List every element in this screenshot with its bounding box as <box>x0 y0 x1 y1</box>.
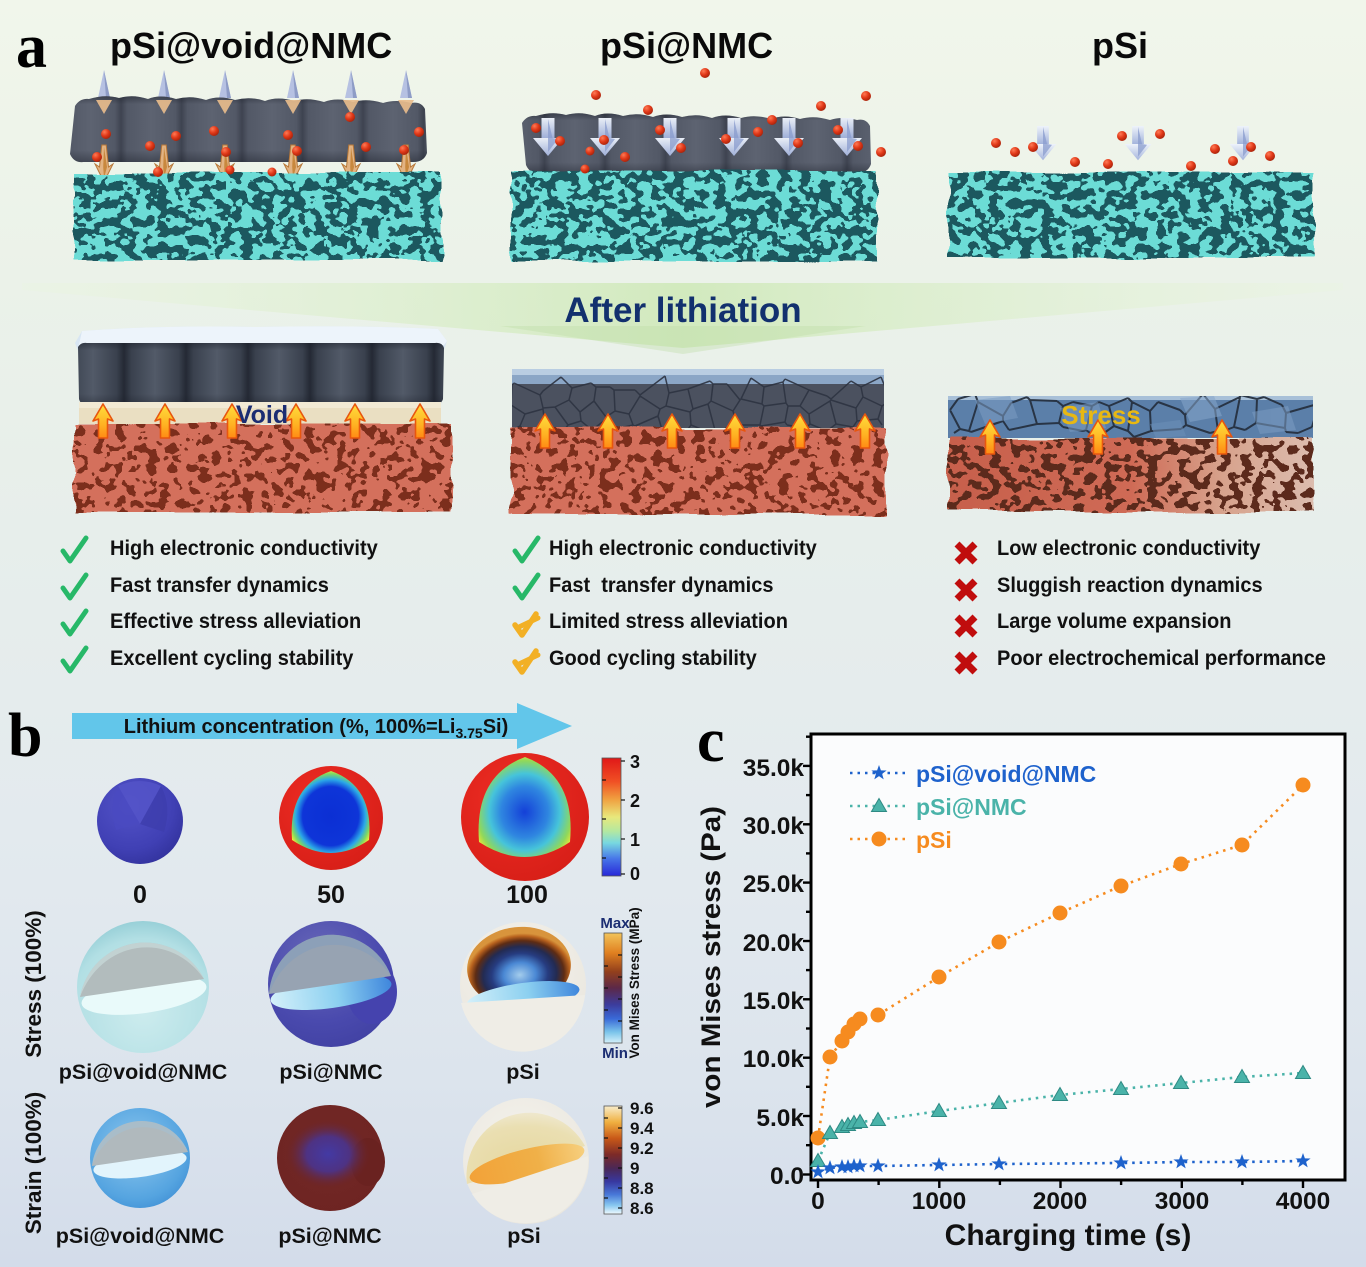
svg-text:von Mises stress (Pa): von Mises stress (Pa) <box>696 806 726 1108</box>
svg-text:Stress: Stress <box>1061 400 1141 430</box>
svg-text:pSi: pSi <box>507 1224 540 1248</box>
svg-text:0.0: 0.0 <box>770 1163 804 1190</box>
svg-text:Max: Max <box>600 915 630 932</box>
svg-text:pSi@void@NMC: pSi@void@NMC <box>59 1060 228 1084</box>
svg-text:30.0k: 30.0k <box>743 813 805 840</box>
svg-text:pSi@NMC: pSi@NMC <box>279 1060 382 1084</box>
svg-text:9.4: 9.4 <box>630 1119 654 1138</box>
svg-text:9: 9 <box>630 1159 639 1178</box>
svg-text:0: 0 <box>811 1188 825 1215</box>
svg-text:50: 50 <box>317 881 345 909</box>
svg-text:100: 100 <box>506 881 548 909</box>
svg-text:9.6: 9.6 <box>630 1099 654 1118</box>
svg-text:2: 2 <box>630 791 640 811</box>
svg-text:Charging time (s): Charging time (s) <box>945 1219 1192 1252</box>
svg-text:10.0k: 10.0k <box>743 1046 805 1073</box>
svg-text:9.2: 9.2 <box>630 1139 654 1158</box>
svg-text:pSi@void@NMC: pSi@void@NMC <box>916 761 1096 787</box>
svg-text:pSi@NMC: pSi@NMC <box>278 1224 381 1248</box>
svg-text:35.0k: 35.0k <box>743 755 805 782</box>
svg-text:Stress (100%): Stress (100%) <box>21 910 46 1058</box>
svg-text:Strain (100%): Strain (100%) <box>21 1092 46 1235</box>
svg-text:Von Mises Stress (MPa): Von Mises Stress (MPa) <box>627 907 642 1058</box>
svg-text:25.0k: 25.0k <box>743 871 805 898</box>
svg-text:1000: 1000 <box>912 1188 967 1215</box>
svg-text:3: 3 <box>630 752 640 772</box>
svg-text:2000: 2000 <box>1033 1188 1088 1215</box>
svg-text:15.0k: 15.0k <box>743 988 805 1015</box>
svg-text:Min: Min <box>602 1045 628 1062</box>
svg-text:pSi@NMC: pSi@NMC <box>916 794 1027 820</box>
svg-text:8.6: 8.6 <box>630 1199 654 1218</box>
svg-text:pSi@void@NMC: pSi@void@NMC <box>56 1224 225 1248</box>
svg-text:20.0k: 20.0k <box>743 930 805 957</box>
svg-text:4000: 4000 <box>1276 1188 1331 1215</box>
svg-text:0: 0 <box>630 864 640 884</box>
svg-text:0: 0 <box>133 881 147 909</box>
svg-text:pSi: pSi <box>916 827 952 853</box>
svg-text:5.0k: 5.0k <box>756 1105 804 1132</box>
svg-text:8.8: 8.8 <box>630 1179 654 1198</box>
svg-text:Void: Void <box>236 401 288 429</box>
svg-text:1: 1 <box>630 830 640 850</box>
svg-text:Lithium concentration (%, 100%: Lithium concentration (%, 100%=Li3.75Si) <box>124 716 509 741</box>
svg-text:pSi: pSi <box>506 1060 539 1084</box>
svg-text:3000: 3000 <box>1155 1188 1210 1215</box>
